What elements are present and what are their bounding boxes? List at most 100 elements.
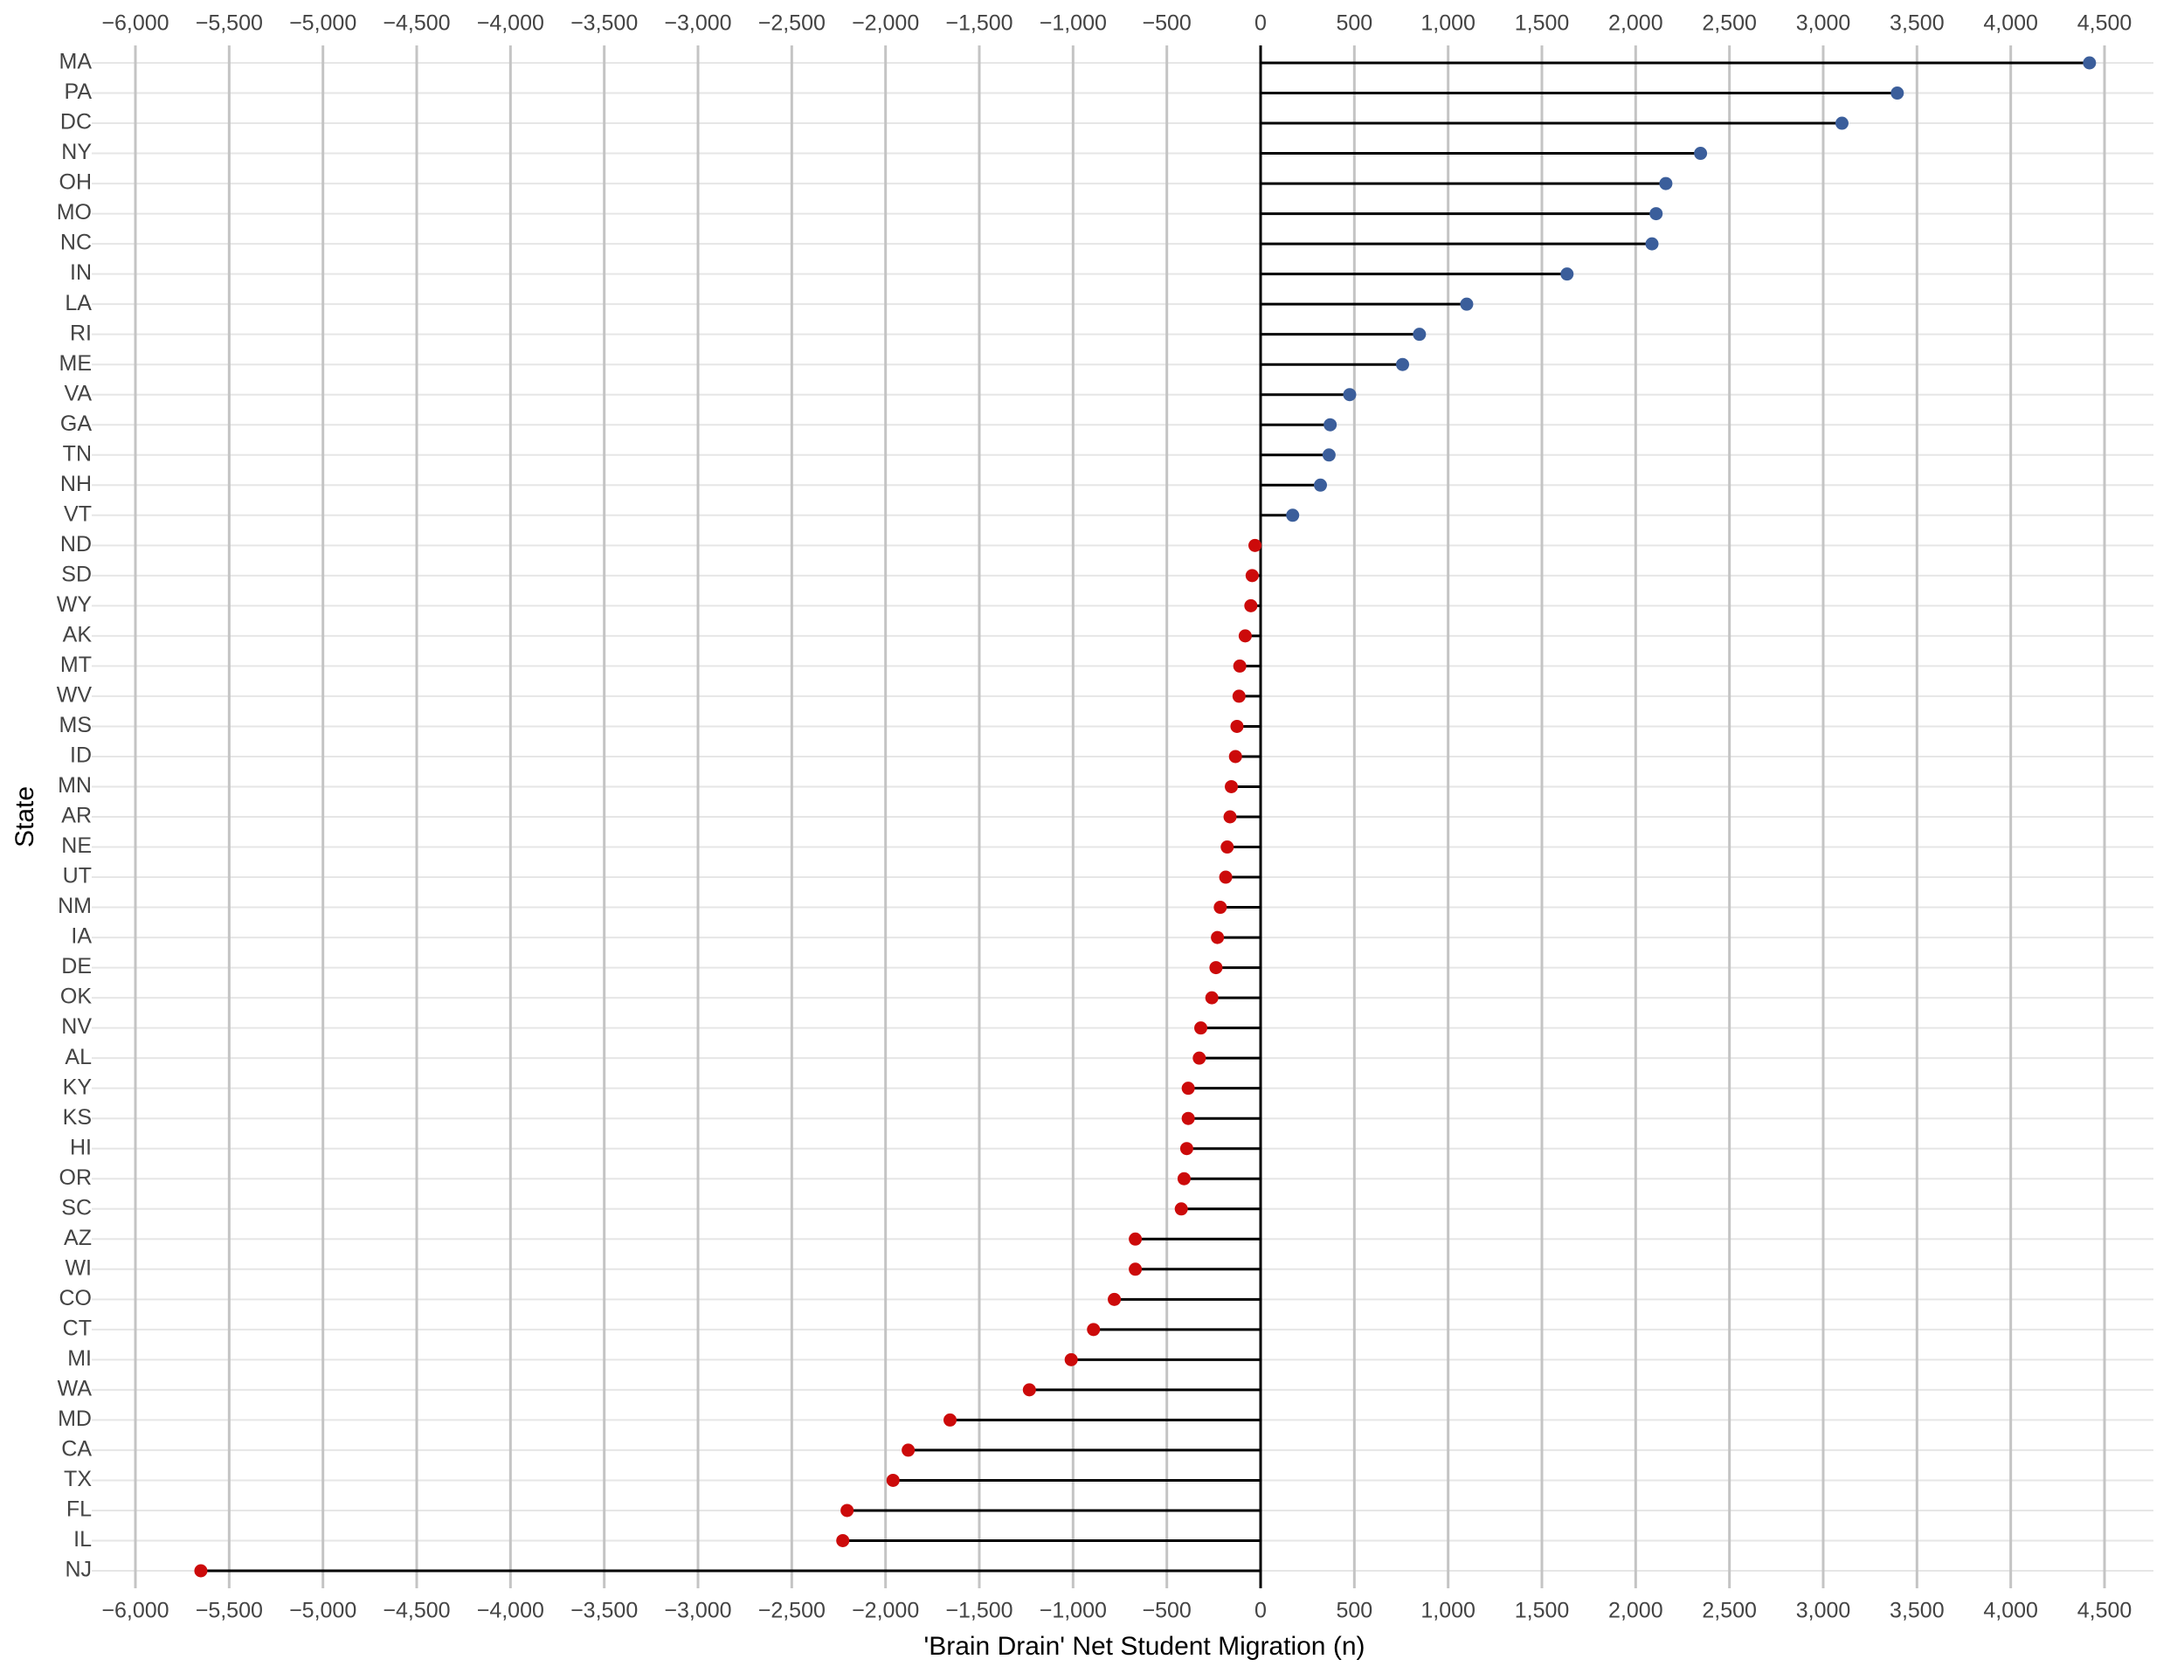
x-tick-label-top: −2,500 [758,11,826,36]
dot [1211,930,1225,944]
dot [1174,1202,1188,1216]
x-tick-label: −3,000 [664,1599,731,1623]
x-tick-label: −4,500 [383,1599,450,1623]
y-tick-label: ME [59,351,93,376]
dot [1238,629,1252,643]
x-tick-label: −500 [1143,1599,1192,1623]
y-tick-label: MS [59,713,93,737]
dot [1181,1111,1195,1125]
y-tick-label: OH [59,170,93,195]
y-tick-label: KY [63,1075,93,1099]
dot [1177,1172,1191,1186]
x-tick-label: −2,000 [852,1599,919,1623]
dot [836,1533,850,1547]
y-tick-label: SC [61,1195,92,1220]
y-tick-label: NC [60,231,92,255]
dot [1213,901,1227,915]
dot [1396,357,1410,371]
x-tick-label-top: 500 [1336,11,1372,36]
dot [194,1564,208,1578]
x-tick-label: −6,000 [101,1599,169,1623]
dot [2083,56,2097,70]
y-tick-label: AZ [64,1226,92,1250]
dot [1194,1021,1208,1035]
y-tick-label: IA [71,924,92,949]
x-tick-label-top: 3,000 [1796,11,1851,36]
x-tick-label-top: 4,500 [2077,11,2132,36]
dot [1087,1323,1101,1337]
dot [1645,237,1659,251]
dot [1179,1142,1193,1156]
y-tick-label: MI [67,1346,92,1371]
x-tick-label-top: 0 [1254,11,1267,36]
dot [1108,1292,1122,1306]
dot [1225,779,1239,793]
y-tick-label: VA [65,381,93,405]
x-tick-label: 2,000 [1608,1599,1663,1623]
dot [1324,418,1337,432]
dot [1343,388,1357,402]
y-tick-label: PA [65,80,93,104]
y-tick-label: CT [63,1316,92,1340]
y-tick-label: AK [63,622,93,646]
y-tick-label: MA [59,50,93,74]
y-tick-label: HI [70,1135,92,1159]
x-tick-label-top: 2,500 [1702,11,1757,36]
y-tick-label: WV [57,683,93,708]
y-tick-label: ND [60,532,92,557]
x-tick-label-top: 4,000 [1983,11,2038,36]
y-tick-label: NV [61,1014,92,1039]
dot [1649,207,1663,221]
dot [1129,1232,1143,1246]
x-tick-label: 0 [1254,1599,1267,1623]
dot [902,1443,916,1457]
x-tick-label-top: 2,000 [1608,11,1663,36]
x-tick-label: 3,000 [1796,1599,1851,1623]
y-tick-label: FL [66,1497,92,1522]
dot [1460,297,1474,311]
dot [1835,116,1849,130]
x-tick-label: −3,500 [570,1599,638,1623]
y-tick-label: OK [60,985,92,1009]
y-tick-label: NY [61,140,92,164]
y-tick-label: IL [73,1527,92,1552]
dot [1064,1352,1078,1366]
dot [1209,961,1223,975]
dot [1233,659,1247,673]
dot [1413,328,1427,342]
x-axis-title: 'Brain Drain' Net Student Migration (n) [923,1632,1365,1661]
x-tick-label: 4,000 [1983,1599,2038,1623]
x-tick-label-top: −4,000 [477,11,544,36]
x-tick-label-top: 1,500 [1515,11,1570,36]
y-tick-label: OR [59,1165,93,1190]
dot [840,1504,854,1518]
dot [1022,1383,1036,1397]
y-tick-label: CO [59,1286,93,1310]
x-tick-label-top: −1,000 [1040,11,1107,36]
dot [1232,689,1246,703]
x-tick-label-top: −2,000 [852,11,919,36]
x-tick-label: 3,500 [1890,1599,1945,1623]
y-tick-label: RI [70,321,92,345]
dot [1313,478,1327,492]
y-tick-label: TN [63,441,92,466]
x-tick-label-top: −6,000 [101,11,169,36]
y-tick-label: AR [61,804,92,828]
x-tick-label-top: −4,500 [383,11,450,36]
y-tick-label: NM [58,894,92,918]
dot [1245,569,1259,583]
dot [1220,840,1234,854]
dot [1890,86,1904,100]
y-tick-label: WI [65,1255,92,1280]
dot [1228,750,1242,764]
dot [1322,448,1336,462]
dot [1659,176,1673,190]
y-tick-label: WY [57,592,93,617]
x-tick-label: −1,500 [945,1599,1013,1623]
y-tick-label: IN [70,260,92,285]
y-tick-label: VT [64,501,92,526]
y-tick-label: LA [65,291,92,315]
dot [886,1473,900,1487]
x-tick-label: 4,500 [2077,1599,2132,1623]
